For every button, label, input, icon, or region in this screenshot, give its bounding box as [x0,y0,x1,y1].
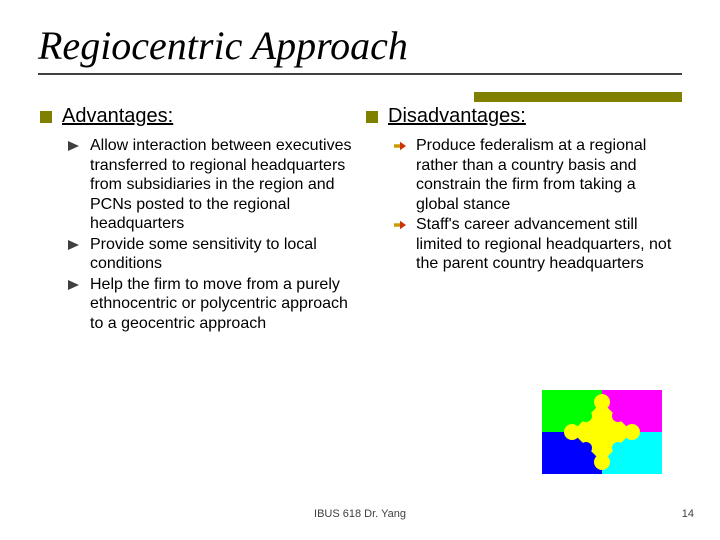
advantages-heading: Advantages: [38,105,356,128]
list-item: Provide some sensitivity to local condit… [68,235,356,274]
footer: IBUS 618 Dr. Yang 14 [0,508,720,520]
square-bullet-icon [366,111,378,123]
content-columns: Advantages: Allow interaction between ex… [38,105,682,334]
disadvantages-list: Produce federalism at a regional rather … [364,136,682,274]
footer-center-text: IBUS 618 Dr. Yang [0,508,720,520]
disadvantages-heading: Disadvantages: [364,105,682,128]
slide: Regiocentric Approach Advantages: Allow … [0,0,720,540]
triangle-icon [68,239,80,251]
disadvantages-heading-text: Disadvantages: [388,105,526,128]
arrow-icon [394,140,406,152]
accent-bar [474,92,682,102]
list-item-text: Provide some sensitivity to local condit… [90,236,317,273]
list-item: Produce federalism at a regional rather … [394,136,682,214]
triangle-icon [68,140,80,152]
disadvantages-column: Disadvantages: Produce federalism at a r… [364,105,682,334]
triangle-icon [68,279,80,291]
page-number: 14 [682,508,694,520]
advantages-list: Allow interaction between executives tra… [38,136,356,333]
list-item-text: Allow interaction between executives tra… [90,137,351,232]
list-item-text: Produce federalism at a regional rather … [416,137,646,213]
list-item-text: Staff's career advancement still limited… [416,216,671,272]
list-item-text: Help the firm to move from a purely ethn… [90,276,348,332]
list-item: Allow interaction between executives tra… [68,136,356,234]
advantages-column: Advantages: Allow interaction between ex… [38,105,356,334]
square-bullet-icon [40,111,52,123]
page-title: Regiocentric Approach [38,22,682,69]
title-underline [38,73,682,75]
list-item: Staff's career advancement still limited… [394,215,682,274]
list-item: Help the firm to move from a purely ethn… [68,275,356,334]
advantages-heading-text: Advantages: [62,105,173,128]
arrow-icon [394,219,406,231]
puzzle-image [542,390,662,474]
